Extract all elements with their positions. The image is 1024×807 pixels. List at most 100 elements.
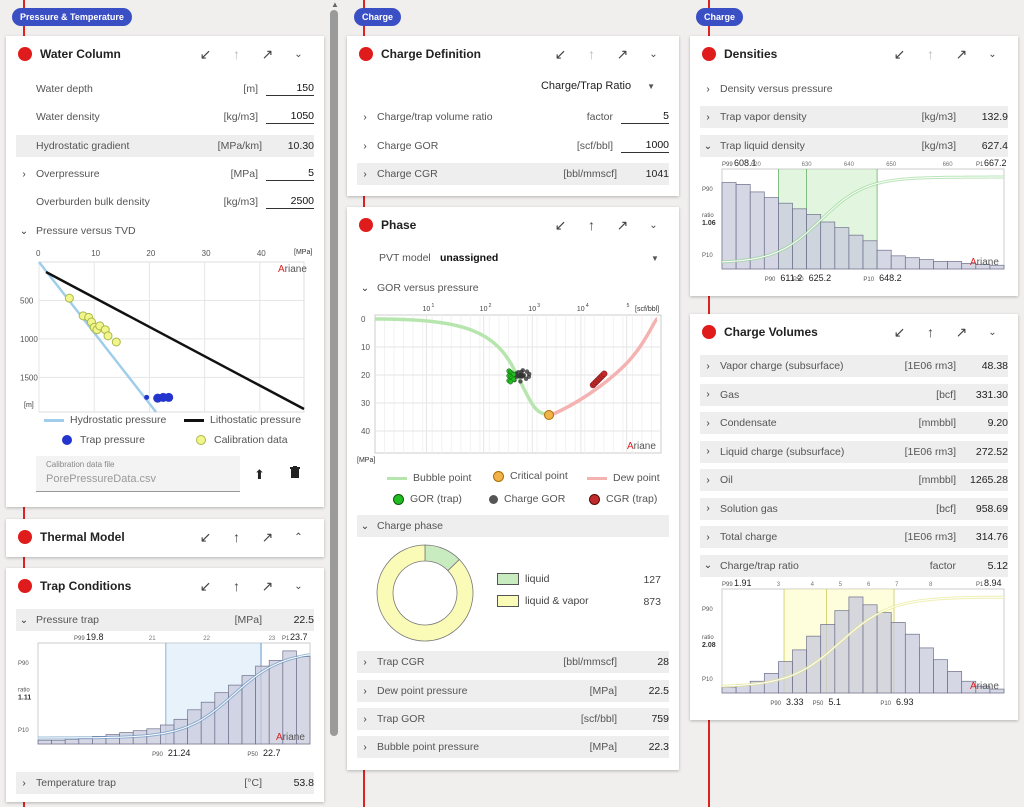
chevron-right-icon[interactable]: ›: [706, 389, 710, 400]
scroll-up-icon[interactable]: ▲: [331, 0, 339, 9]
chevron-right-icon[interactable]: ›: [22, 777, 26, 789]
charge-volume-row[interactable]: › Total charge [1E06 rm3] 314.76: [700, 526, 1008, 548]
tick-label: 660: [943, 162, 954, 168]
collapse-arrow-icon[interactable]: ↙: [554, 45, 567, 62]
charge-trap-ratio-input[interactable]: 5: [621, 110, 669, 124]
expand-arrow-icon[interactable]: ↗: [616, 45, 629, 62]
calibration-file-field[interactable]: Calibration data file PorePressureData.c…: [36, 456, 240, 492]
expand-arrow-icon[interactable]: ↗: [261, 577, 274, 594]
trash-icon[interactable]: [290, 466, 300, 478]
dropdown-caret-icon[interactable]: ▼: [651, 254, 659, 263]
chevron-right-icon[interactable]: ›: [363, 111, 367, 123]
dew-point-row[interactable]: › Dew point pressure [MPa] 22.5: [357, 680, 669, 702]
charge-volume-row[interactable]: › Vapor charge (subsurface) [1E06 rm3] 48.3…: [700, 355, 1008, 377]
chevron-right-icon[interactable]: ›: [363, 741, 367, 753]
chevron-right-icon[interactable]: ›: [706, 531, 710, 543]
collapse-arrow-icon[interactable]: ↙: [199, 528, 212, 545]
overburden-density-input[interactable]: 2500: [266, 195, 314, 209]
upload-icon[interactable]: ⬆: [254, 467, 265, 482]
charge-volume-row[interactable]: ⌄ Charge/trap ratio factor 5.12: [700, 554, 1008, 577]
arrow-up-icon[interactable]: ↑: [233, 578, 240, 594]
chevron-right-icon[interactable]: ›: [363, 656, 367, 668]
trap-liquid-density-row[interactable]: ⌄ Trap liquid density [kg/m3] 627.4: [700, 135, 1008, 157]
overburden-density-row: Overburden bulk density [kg/m3] 2500: [36, 195, 314, 209]
charge-volume-row[interactable]: › Liquid charge (subsurface) [1E06 rm3] 272…: [700, 440, 1008, 463]
collapse-arrow-icon[interactable]: ↙: [893, 45, 906, 62]
chevron-down-icon[interactable]: ⌄: [988, 48, 997, 60]
scrollbar[interactable]: [330, 10, 338, 736]
arrow-up-icon[interactable]: ↑: [927, 324, 934, 340]
histogram-bar: [876, 612, 892, 694]
bubble-point-row[interactable]: › Bubble point pressure [MPa] 22.3: [357, 736, 669, 758]
water-depth-input[interactable]: 150: [266, 82, 314, 96]
chevron-down-icon[interactable]: ⌄: [294, 580, 303, 592]
chevron-down-icon[interactable]: ⌄: [360, 520, 370, 532]
collapse-arrow-icon[interactable]: ↙: [893, 323, 906, 340]
chevron-right-icon[interactable]: ›: [706, 111, 710, 123]
overpressure-row[interactable]: › Overpressure [MPa] 5: [16, 163, 314, 185]
expand-arrow-icon[interactable]: ↗: [261, 45, 274, 62]
p99-value: 1.91: [734, 578, 752, 588]
expand-arrow-icon[interactable]: ↗: [616, 216, 629, 233]
charge-volume-row[interactable]: › Condensate [mmbbl] 9.20: [700, 412, 1008, 434]
charge-cgr-row[interactable]: › Charge CGR [bbl/mmscf] 1041: [357, 163, 669, 185]
pressure-vs-tvd-toggle[interactable]: ⌄ Pressure versus TVD: [16, 220, 314, 242]
chevron-down-icon[interactable]: ⌄: [988, 326, 997, 338]
overpressure-input[interactable]: 5: [266, 167, 314, 181]
chevron-down-icon[interactable]: ⌄: [360, 282, 370, 294]
chevron-right-icon[interactable]: ›: [363, 685, 367, 697]
charge-gor-input[interactable]: 1000: [621, 139, 669, 153]
charge-volume-row[interactable]: › Gas [bcf] 331.30: [700, 383, 1008, 406]
chevron-down-icon[interactable]: ⌄: [649, 219, 658, 231]
chevron-right-icon[interactable]: ›: [706, 417, 710, 429]
expand-arrow-icon[interactable]: ↗: [955, 45, 968, 62]
chevron-right-icon[interactable]: ›: [706, 446, 710, 457]
charge-gor-row[interactable]: › Charge GOR [scf/bbl] 1000: [357, 135, 669, 157]
charge-volume-row[interactable]: › Oil [mmbbl] 1265.28: [700, 469, 1008, 491]
group-tag-pressure-temperature: Pressure & Temperature: [12, 8, 132, 26]
collapse-arrow-icon[interactable]: ↙: [199, 577, 212, 594]
chevron-right-icon[interactable]: ›: [363, 140, 367, 152]
chevron-down-icon[interactable]: ⌄: [294, 48, 303, 60]
chevron-right-icon[interactable]: ›: [706, 83, 710, 95]
collapse-arrow-icon[interactable]: ↙: [554, 216, 567, 233]
card-title: Trap Conditions: [40, 579, 132, 593]
chevron-up-icon[interactable]: ⌃: [294, 531, 303, 543]
temperature-trap-row[interactable]: › Temperature trap [°C] 53.8: [16, 772, 314, 794]
gor-vs-pressure-toggle[interactable]: ⌄ GOR versus pressure: [357, 277, 669, 299]
charge-phase-toggle[interactable]: ⌄ Charge phase: [357, 515, 669, 537]
expand-arrow-icon[interactable]: ↗: [955, 323, 968, 340]
gor-trap-point: [507, 379, 514, 385]
chevron-down-icon[interactable]: ⌄: [19, 225, 29, 237]
trap-cgr-row[interactable]: › Trap CGR [bbl/mmscf] 28: [357, 651, 669, 673]
charge-mode-select[interactable]: Charge/Trap Ratio ▼: [540, 80, 655, 92]
arrow-up-icon[interactable]: ↑: [588, 46, 595, 62]
chevron-down-icon[interactable]: ⌄: [703, 140, 713, 152]
charge-volume-row[interactable]: › Solution gas [bcf] 958.69: [700, 497, 1008, 520]
chevron-right-icon[interactable]: ›: [363, 168, 367, 180]
collapse-arrow-icon[interactable]: ↙: [199, 45, 212, 62]
chevron-down-icon[interactable]: ⌄: [703, 560, 713, 571]
p50-value: 22.7: [263, 748, 281, 758]
arrow-up-icon[interactable]: ↑: [233, 529, 240, 545]
trap-gor-row[interactable]: › Trap GOR [scf/bbl] 759: [357, 708, 669, 730]
chevron-right-icon[interactable]: ›: [706, 360, 710, 372]
density-vs-pressure-toggle[interactable]: › Density versus pressure: [700, 78, 1008, 100]
chevron-right-icon[interactable]: ›: [22, 168, 26, 180]
charge-trap-ratio-row[interactable]: › Charge/trap volume ratio factor 5: [357, 106, 669, 128]
chevron-right-icon[interactable]: ›: [706, 503, 710, 514]
dropdown-caret-icon[interactable]: ▼: [647, 82, 655, 91]
expand-arrow-icon[interactable]: ↗: [261, 528, 274, 545]
pvt-model-value[interactable]: unassigned: [440, 252, 499, 264]
arrow-up-icon[interactable]: ↑: [588, 217, 595, 233]
trap-vapor-density-row[interactable]: › Trap vapor density [kg/m3] 132.9: [700, 106, 1008, 128]
chevron-down-icon[interactable]: ⌄: [649, 48, 658, 60]
pressure-trap-row[interactable]: ⌄ Pressure trap [MPa] 22.5: [16, 609, 314, 631]
water-density-input[interactable]: 1050: [266, 110, 314, 124]
chevron-down-icon[interactable]: ⌄: [19, 614, 29, 626]
chevron-right-icon[interactable]: ›: [706, 474, 710, 486]
chevron-right-icon[interactable]: ›: [363, 713, 367, 725]
arrow-up-icon[interactable]: ↑: [233, 46, 240, 62]
arrow-up-icon[interactable]: ↑: [927, 46, 934, 62]
